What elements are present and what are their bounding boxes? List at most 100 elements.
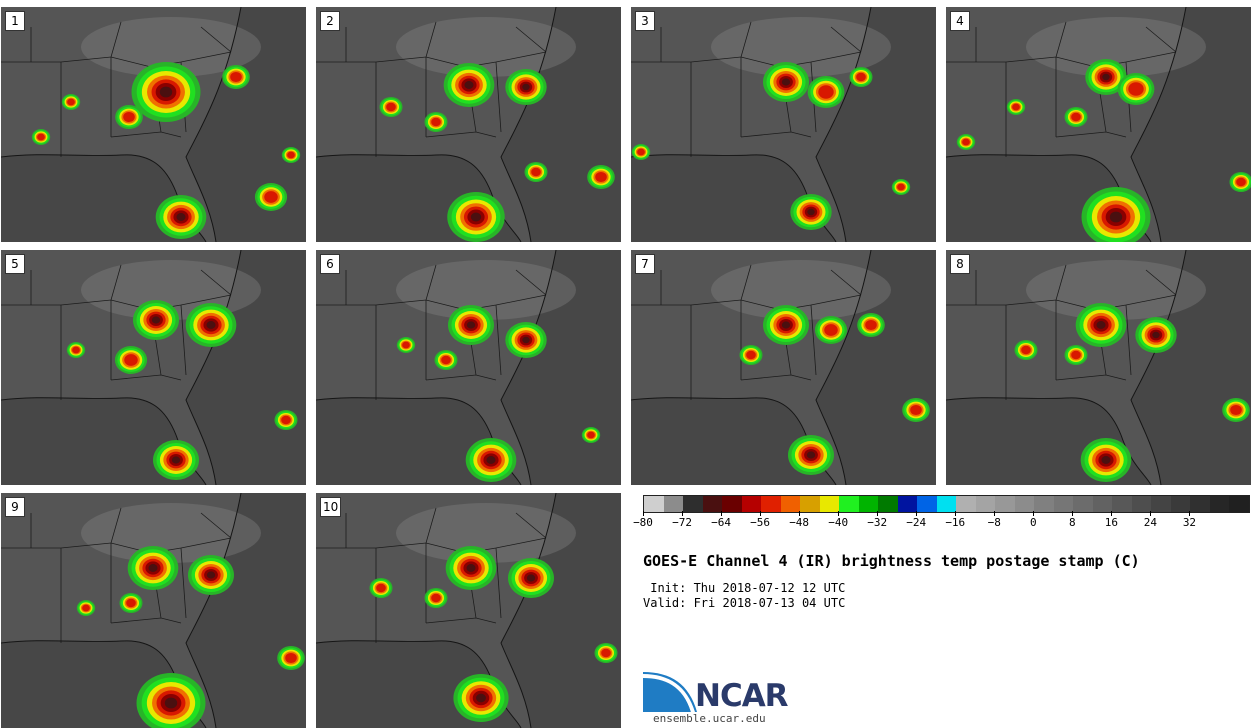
panel-1: 1 <box>1 7 306 242</box>
storm-cell <box>136 673 206 728</box>
colorbar-segment <box>663 496 684 512</box>
colorbar-segment <box>761 496 781 512</box>
colorbar-segment <box>1209 496 1230 512</box>
page-title: GOES-E Channel 4 (IR) brightness temp po… <box>643 552 1140 570</box>
satellite-map <box>1 493 306 728</box>
colorbar-segment <box>722 496 742 512</box>
colorbar-tick-label: −24 <box>906 516 927 529</box>
ocean <box>946 250 1251 485</box>
ocean <box>1 7 306 242</box>
colorbar-segment <box>1229 496 1249 512</box>
storm-layer <box>386 102 396 112</box>
satellite-map <box>316 250 621 485</box>
storm-layer <box>1128 82 1144 96</box>
ocean <box>1 250 306 485</box>
colorbar-tick-label: −16 <box>945 516 966 529</box>
storm-cell <box>274 410 298 430</box>
cloud-haze <box>396 503 576 563</box>
storm-layer <box>123 111 135 123</box>
storm-cell <box>369 578 393 598</box>
storm-cell <box>188 555 234 595</box>
panel-label: 2 <box>320 11 340 31</box>
storm-cell <box>133 300 179 340</box>
colorbar-segment <box>644 496 664 512</box>
state-boundaries <box>1 264 232 400</box>
storm-cell <box>1080 438 1132 482</box>
storm-cell <box>277 646 305 670</box>
storm-layer <box>824 324 838 336</box>
colorbar-tick <box>955 511 957 516</box>
storm-layer <box>171 456 181 464</box>
storm-cell <box>581 427 601 443</box>
colorbar-tick-label: −40 <box>828 516 849 529</box>
panel-label: 6 <box>320 254 340 274</box>
storm-layer <box>1152 331 1160 339</box>
storm-cell <box>807 76 845 108</box>
storm-layer <box>531 167 541 177</box>
storm-cell <box>61 94 81 110</box>
storm-layer <box>72 346 80 354</box>
storm-cell <box>1222 398 1250 422</box>
storm-cell <box>1085 59 1127 95</box>
colorbar-segment <box>858 496 879 512</box>
panel-5: 5 <box>1 250 306 485</box>
storm-layer <box>1230 404 1242 416</box>
storm-layer <box>82 604 90 612</box>
satellite-map <box>946 250 1251 485</box>
storm-cell <box>1117 73 1155 105</box>
storm-cell <box>127 546 179 590</box>
storm-cell <box>1014 340 1038 360</box>
panel-label: 3 <box>635 11 655 31</box>
storm-cell <box>1064 345 1088 365</box>
colorbar-tick <box>1111 511 1113 516</box>
storm-layer <box>897 183 905 191</box>
colorbar-tick-label: 24 <box>1143 516 1158 529</box>
colorbar-tick-label: −8 <box>987 516 1001 529</box>
cloud-haze <box>396 17 576 77</box>
colorbar-segment <box>1014 496 1035 512</box>
colorbar-segment <box>897 496 918 512</box>
storm-layer <box>818 85 834 99</box>
storm-cell <box>76 600 96 616</box>
storm-layer <box>1071 112 1081 122</box>
storm-cell <box>254 183 288 211</box>
storm-layer <box>1101 456 1111 464</box>
cloud-haze <box>711 260 891 320</box>
storm-cell <box>114 346 148 374</box>
cloud-haze <box>1026 17 1206 77</box>
colorbar-segment <box>1131 496 1152 512</box>
storm-cell <box>453 674 509 722</box>
storm-layer <box>176 213 186 221</box>
storm-layer <box>206 321 216 329</box>
storm-layer <box>807 208 815 216</box>
storm-layer <box>285 652 297 664</box>
colorbar-tick <box>799 511 801 516</box>
colorbar-segment <box>800 496 820 512</box>
storm-layer <box>466 564 476 572</box>
colorbar-tick <box>1072 511 1074 516</box>
storm-layer <box>402 341 410 349</box>
storm-cell <box>788 435 834 475</box>
storm-layer <box>159 86 173 98</box>
storm-cell <box>587 165 615 189</box>
storm-layer <box>431 117 441 127</box>
ncar-logo <box>643 672 697 712</box>
colorbar-tick <box>682 511 684 516</box>
storm-cell <box>1135 317 1177 353</box>
storm-cell <box>434 350 458 370</box>
ocean <box>631 7 936 242</box>
colorbar-tick <box>643 511 644 516</box>
colorbar-tick <box>838 511 840 516</box>
storm-layer <box>587 431 595 439</box>
storm-cell <box>956 134 976 150</box>
colorbar-tick <box>760 511 762 516</box>
panel-label: 10 <box>320 497 342 517</box>
coastline <box>316 7 557 242</box>
storm-cell <box>508 558 554 598</box>
colorbar-segment <box>1112 496 1132 512</box>
colorbar-tick <box>1033 511 1035 516</box>
colorbar-tick-label: 8 <box>1069 516 1076 529</box>
storm-cell <box>505 69 547 105</box>
colorbar-tick <box>916 511 918 516</box>
storm-layer <box>126 598 136 608</box>
